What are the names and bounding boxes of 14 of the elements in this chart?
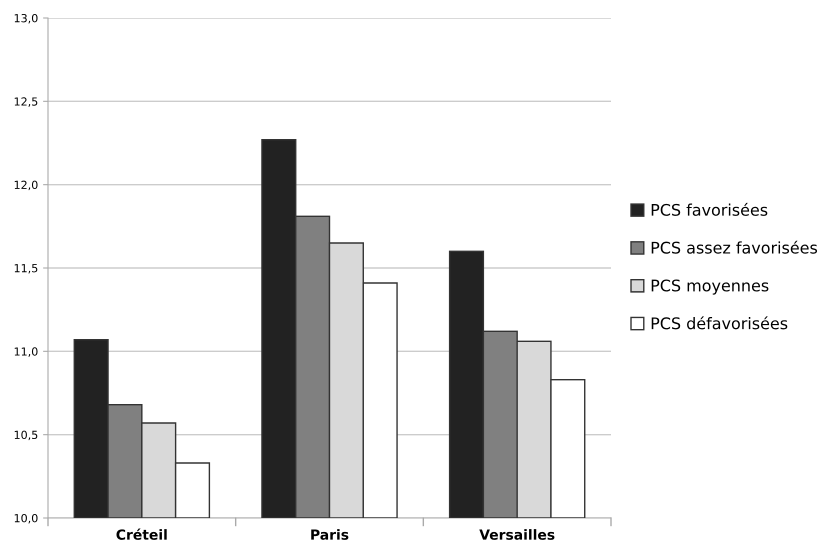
y-tick-label: 10,5 bbox=[14, 430, 38, 440]
legend-label: PCS favorisées bbox=[652, 202, 768, 216]
legend-label: PCS moyennes bbox=[652, 279, 768, 295]
legend-label: PCS assez favorisées bbox=[652, 240, 818, 254]
x-tick-label: Versailles bbox=[479, 529, 554, 540]
legend-label: PCS défavorisées bbox=[652, 316, 788, 330]
x-tick-label: Paris bbox=[311, 529, 348, 540]
y-tick-label: 10,0 bbox=[14, 514, 38, 524]
y-tick-label: 11,5 bbox=[14, 264, 38, 274]
y-tick-label: 11,0 bbox=[14, 347, 38, 357]
y-tick-label: 13,0 bbox=[14, 14, 38, 24]
y-tick-label: 12,0 bbox=[14, 180, 38, 190]
y-tick-label: 12,5 bbox=[14, 97, 38, 107]
x-tick-label: Créteil bbox=[116, 528, 167, 540]
